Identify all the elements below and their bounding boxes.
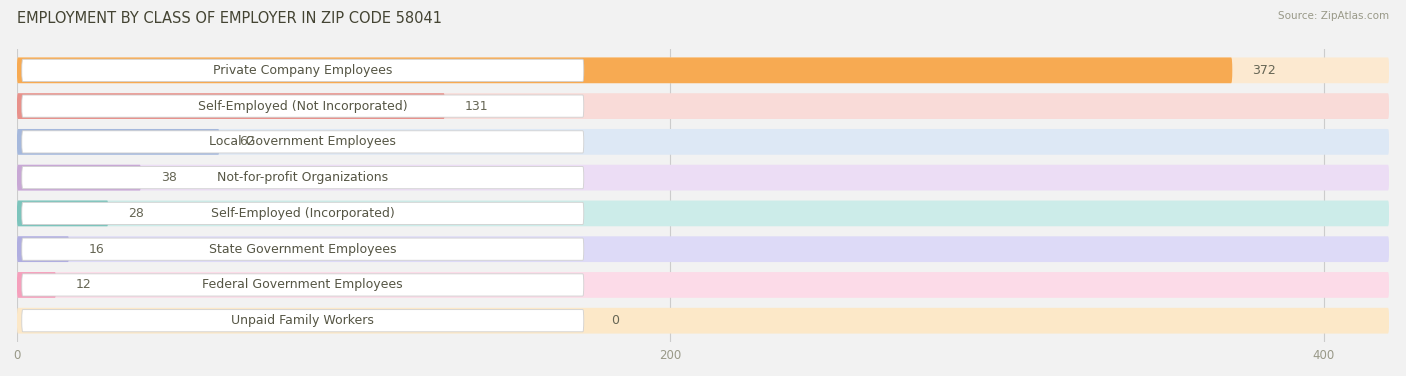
Text: 38: 38	[160, 171, 177, 184]
FancyBboxPatch shape	[21, 59, 583, 82]
FancyBboxPatch shape	[17, 165, 141, 191]
Text: 131: 131	[464, 100, 488, 112]
FancyBboxPatch shape	[21, 274, 583, 296]
FancyBboxPatch shape	[21, 167, 583, 189]
FancyBboxPatch shape	[17, 93, 1389, 119]
Text: Source: ZipAtlas.com: Source: ZipAtlas.com	[1278, 11, 1389, 21]
FancyBboxPatch shape	[17, 308, 1389, 334]
FancyBboxPatch shape	[17, 272, 1389, 298]
FancyBboxPatch shape	[21, 95, 583, 117]
Text: 372: 372	[1251, 64, 1275, 77]
Text: 16: 16	[89, 243, 104, 256]
Text: 12: 12	[76, 279, 91, 291]
Text: Local Government Employees: Local Government Employees	[209, 135, 396, 149]
FancyBboxPatch shape	[17, 58, 1232, 83]
FancyBboxPatch shape	[17, 93, 444, 119]
FancyBboxPatch shape	[17, 272, 56, 298]
Text: Federal Government Employees: Federal Government Employees	[202, 279, 404, 291]
Text: 28: 28	[128, 207, 143, 220]
FancyBboxPatch shape	[17, 58, 1389, 83]
Text: 62: 62	[239, 135, 254, 149]
Text: Not-for-profit Organizations: Not-for-profit Organizations	[217, 171, 388, 184]
FancyBboxPatch shape	[17, 236, 1389, 262]
FancyBboxPatch shape	[17, 200, 1389, 226]
Text: 0: 0	[612, 314, 620, 327]
FancyBboxPatch shape	[17, 200, 108, 226]
Text: State Government Employees: State Government Employees	[209, 243, 396, 256]
FancyBboxPatch shape	[17, 236, 69, 262]
FancyBboxPatch shape	[21, 309, 583, 332]
FancyBboxPatch shape	[21, 131, 583, 153]
Text: Self-Employed (Not Incorporated): Self-Employed (Not Incorporated)	[198, 100, 408, 112]
Text: EMPLOYMENT BY CLASS OF EMPLOYER IN ZIP CODE 58041: EMPLOYMENT BY CLASS OF EMPLOYER IN ZIP C…	[17, 11, 441, 26]
FancyBboxPatch shape	[17, 129, 219, 155]
FancyBboxPatch shape	[21, 202, 583, 224]
Text: Self-Employed (Incorporated): Self-Employed (Incorporated)	[211, 207, 395, 220]
FancyBboxPatch shape	[21, 238, 583, 260]
Text: Unpaid Family Workers: Unpaid Family Workers	[232, 314, 374, 327]
FancyBboxPatch shape	[17, 165, 1389, 191]
Text: Private Company Employees: Private Company Employees	[214, 64, 392, 77]
FancyBboxPatch shape	[17, 129, 1389, 155]
